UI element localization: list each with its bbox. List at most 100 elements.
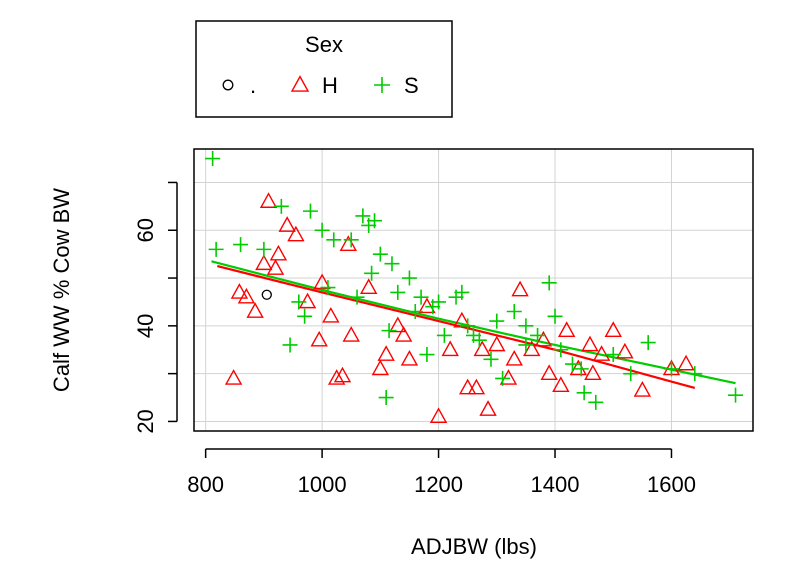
point-plus bbox=[495, 370, 511, 386]
point-plus bbox=[372, 246, 388, 262]
point-plus bbox=[205, 151, 221, 167]
legend-title: Sex bbox=[305, 32, 343, 57]
point-triangle bbox=[400, 349, 419, 366]
point-triangle bbox=[616, 342, 634, 359]
point-plus bbox=[390, 284, 406, 300]
point-plus bbox=[256, 241, 272, 257]
point-triangle bbox=[246, 302, 264, 318]
point-triangle bbox=[552, 376, 570, 392]
point-plus bbox=[273, 198, 289, 214]
point-circle bbox=[261, 289, 272, 300]
point-triangle bbox=[584, 364, 602, 381]
y-tick-label: 40 bbox=[133, 314, 158, 338]
point-plus bbox=[282, 337, 298, 353]
legend-marker-plus bbox=[374, 77, 390, 93]
point-triangle bbox=[298, 292, 317, 309]
point-triangle bbox=[371, 359, 390, 376]
legend-entries: . H S bbox=[222, 73, 419, 98]
point-plus bbox=[431, 294, 447, 310]
point-triangle bbox=[505, 349, 523, 366]
legend-marker-circle bbox=[222, 79, 234, 91]
point-plus bbox=[320, 280, 336, 296]
point-plus bbox=[291, 294, 307, 310]
point-plus bbox=[489, 313, 505, 329]
point-plus bbox=[573, 361, 589, 377]
point-plus bbox=[576, 385, 592, 401]
point-plus bbox=[349, 289, 365, 305]
x-tick-label: 1000 bbox=[298, 472, 347, 497]
x-tick-label: 1600 bbox=[647, 472, 696, 497]
trend-line bbox=[211, 260, 736, 385]
point-triangle bbox=[313, 273, 331, 290]
point-plus bbox=[378, 390, 394, 406]
point-plus bbox=[208, 241, 224, 257]
point-triangle bbox=[259, 192, 278, 208]
point-triangle bbox=[453, 311, 471, 328]
point-plus bbox=[314, 222, 330, 238]
point-triangle bbox=[511, 280, 529, 297]
x-tick-label: 1400 bbox=[531, 472, 580, 497]
point-triangle bbox=[389, 316, 407, 333]
point-plus bbox=[518, 318, 534, 334]
point-triangle bbox=[592, 345, 611, 361]
point-triangle bbox=[230, 283, 249, 299]
point-triangle bbox=[377, 345, 395, 361]
point-plus bbox=[547, 308, 563, 324]
point-plus bbox=[401, 270, 417, 286]
point-triangle bbox=[333, 366, 352, 383]
point-triangle bbox=[540, 364, 558, 381]
point-plus bbox=[364, 265, 380, 281]
point-triangle bbox=[557, 321, 576, 337]
x-axis: 800 1000 1200 1400 1600 bbox=[187, 448, 696, 497]
point-plus bbox=[605, 347, 621, 363]
point-plus bbox=[381, 323, 397, 339]
legend-marker-triangle bbox=[290, 75, 310, 92]
point-plus bbox=[302, 203, 318, 219]
point-plus bbox=[355, 208, 371, 224]
point-triangle bbox=[633, 381, 652, 397]
point-triangle bbox=[237, 287, 256, 304]
point-plus bbox=[460, 318, 476, 334]
point-plus bbox=[407, 304, 423, 320]
y-axis: 20 40 60 bbox=[133, 181, 178, 434]
point-plus bbox=[530, 327, 546, 343]
y-tick-label: 60 bbox=[133, 218, 158, 242]
point-plus bbox=[454, 284, 470, 300]
x-axis-label: ADJBW (lbs) bbox=[411, 534, 537, 559]
point-plus bbox=[367, 213, 383, 229]
point-triangle bbox=[467, 378, 486, 395]
point-plus bbox=[233, 237, 249, 253]
point-plus bbox=[343, 232, 359, 248]
legend: Sex . H S bbox=[195, 20, 453, 118]
point-triangle bbox=[441, 340, 459, 357]
point-triangle bbox=[266, 259, 285, 275]
point-triangle bbox=[224, 369, 243, 385]
point-plus bbox=[541, 275, 557, 291]
point-triangle bbox=[287, 225, 305, 242]
point-triangle bbox=[479, 400, 497, 416]
point-triangle bbox=[458, 378, 477, 395]
point-plus bbox=[623, 366, 639, 382]
point-triangle bbox=[359, 278, 378, 294]
point-plus bbox=[588, 394, 604, 410]
point-triangle bbox=[581, 335, 599, 352]
point-plus bbox=[564, 356, 580, 372]
point-plus bbox=[413, 289, 429, 305]
x-tick-label: 800 bbox=[187, 472, 224, 497]
point-triangle bbox=[342, 326, 360, 342]
point-triangle bbox=[310, 330, 328, 347]
trend-line bbox=[217, 265, 696, 390]
point-plus bbox=[728, 387, 744, 403]
point-triangle bbox=[488, 335, 506, 352]
point-plus bbox=[326, 232, 342, 248]
legend-label: . bbox=[250, 73, 256, 98]
y-axis-label: Calf WW % Cow BW bbox=[49, 188, 74, 392]
point-triangle bbox=[499, 369, 518, 385]
point-plus bbox=[297, 308, 313, 324]
point-plus bbox=[506, 304, 522, 320]
plot-background bbox=[194, 149, 753, 431]
trend-lines bbox=[211, 260, 736, 390]
legend-label: H bbox=[322, 73, 338, 98]
plot-frame bbox=[193, 148, 754, 432]
